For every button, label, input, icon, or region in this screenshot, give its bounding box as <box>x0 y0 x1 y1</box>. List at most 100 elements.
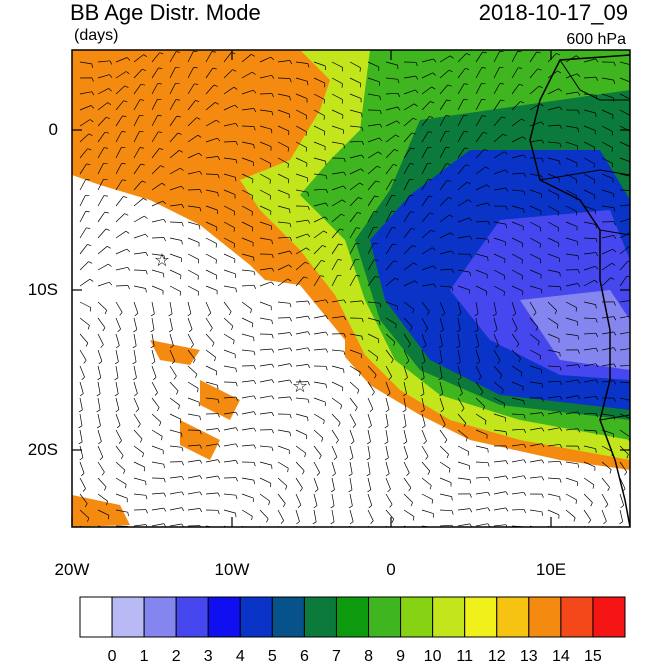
wind-barb-flag <box>444 439 448 444</box>
wind-barb <box>619 477 626 489</box>
wind-barb <box>133 381 138 394</box>
wind-barb-flag <box>474 313 479 317</box>
wind-barb <box>349 365 361 373</box>
wind-barb-flag <box>217 174 220 179</box>
wind-barb <box>385 120 397 127</box>
wind-barb <box>457 301 462 314</box>
wind-barb-flag <box>450 55 454 59</box>
wind-barb <box>493 99 501 111</box>
wind-barb-flag <box>235 123 239 127</box>
wind-barb-flag <box>114 377 119 381</box>
wind-barb <box>493 460 506 463</box>
wind-barb <box>331 381 343 388</box>
wind-barb <box>331 61 343 68</box>
wind-barb-flag <box>176 115 181 118</box>
wind-barb-flag <box>133 377 137 381</box>
wind-barb-flag <box>289 317 292 322</box>
wind-barb-flag <box>91 63 94 68</box>
wind-barb-flag <box>412 245 417 248</box>
wind-barb-flag <box>487 220 491 225</box>
wind-barb-flag <box>410 326 413 331</box>
wind-barb <box>529 121 542 127</box>
wind-barb-flag <box>559 366 562 371</box>
wind-barb <box>97 509 109 516</box>
wind-barb <box>385 461 390 474</box>
wind-barb <box>295 413 308 418</box>
wind-barb <box>367 61 380 68</box>
wind-barb <box>169 476 182 479</box>
wind-barb <box>187 381 199 389</box>
wind-barb <box>583 379 596 383</box>
wind-barb <box>115 509 128 513</box>
wind-barb <box>151 165 161 175</box>
wind-barb-flag <box>181 204 185 209</box>
wind-barb <box>475 317 479 330</box>
wind-barb <box>295 300 309 303</box>
wind-barb <box>223 122 236 127</box>
wind-barb-flag <box>425 456 429 460</box>
wind-barb-flag <box>197 275 199 280</box>
wind-barb <box>439 115 447 127</box>
colorbar <box>79 596 626 638</box>
wind-barb-flag <box>288 264 292 268</box>
wind-barb-flag <box>557 70 562 74</box>
wind-barb <box>529 443 542 447</box>
wind-barb <box>421 179 429 191</box>
wind-barb-flag <box>461 408 465 412</box>
wind-barb-flag <box>423 440 427 445</box>
wind-barb <box>547 477 561 480</box>
wind-barb-flag <box>88 261 93 264</box>
wind-barb-flag <box>120 455 124 460</box>
wind-barb <box>529 476 542 479</box>
wind-barb-flag <box>442 424 446 428</box>
wind-barb-flag <box>613 380 617 385</box>
wind-barb <box>367 211 375 223</box>
wind-barb-flag <box>439 393 443 397</box>
wind-barb <box>439 317 444 330</box>
wind-barb <box>547 106 560 111</box>
colorbar-label: 7 <box>332 648 341 665</box>
wind-barb-flag <box>100 344 104 348</box>
wind-barb-flag <box>82 488 86 492</box>
wind-barb <box>295 397 308 400</box>
wind-barb-flag <box>109 60 113 65</box>
wind-barb <box>133 215 145 223</box>
wind-barb <box>205 317 213 329</box>
wind-barb <box>313 77 326 84</box>
wind-barb-flag <box>397 93 401 97</box>
wind-barb-flag <box>375 275 380 278</box>
wind-barb <box>115 285 129 287</box>
wind-barb <box>187 221 200 226</box>
wind-barb-flag <box>632 205 634 209</box>
wind-barb <box>331 171 344 175</box>
wind-barb-flag <box>307 219 311 224</box>
wind-barb-flag <box>512 313 517 317</box>
wind-barb-flag <box>253 108 257 113</box>
wind-barb <box>601 413 614 417</box>
wind-barb <box>169 204 182 207</box>
wind-barb <box>367 429 371 442</box>
wind-barb-flag <box>338 422 341 427</box>
wind-barb-flag <box>467 199 472 203</box>
wind-barb-flag <box>235 288 237 293</box>
wind-barb <box>187 491 200 495</box>
wind-barb <box>331 429 339 441</box>
wind-barb <box>205 67 214 79</box>
wind-barb <box>475 476 489 479</box>
wind-barb <box>313 477 319 490</box>
wind-barb <box>79 119 91 127</box>
wind-barb-flag <box>141 180 146 183</box>
wind-barb <box>421 333 427 346</box>
wind-barb <box>205 475 218 479</box>
wind-barb <box>277 332 290 335</box>
wind-barb-flag <box>516 343 520 348</box>
wind-barb <box>97 195 105 207</box>
wind-barb <box>97 349 103 362</box>
wind-barb-flag <box>187 313 192 317</box>
wind-barb-flag <box>156 407 160 412</box>
wind-barb <box>151 445 164 451</box>
wind-barb <box>367 349 378 358</box>
wind-barb <box>547 237 560 244</box>
wind-barb-flag <box>289 303 292 308</box>
wind-barb-flag <box>595 413 598 418</box>
